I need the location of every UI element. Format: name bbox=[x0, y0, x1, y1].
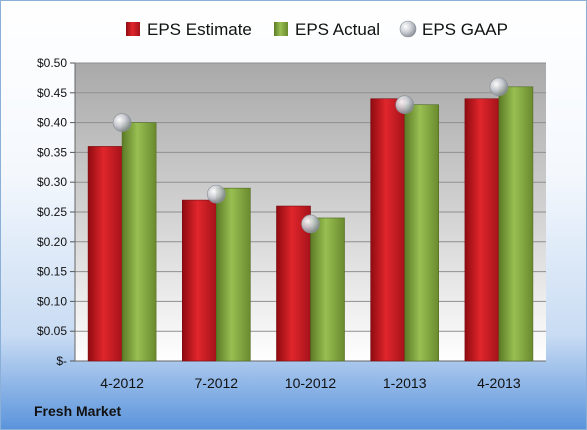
bar-eps-estimate bbox=[182, 199, 217, 362]
bar-eps-estimate bbox=[87, 146, 123, 362]
point-eps-gaap bbox=[112, 113, 132, 132]
point-eps-gaap bbox=[395, 95, 415, 115]
y-tick-label: $0.05 bbox=[37, 324, 67, 338]
y-tick-label: $- bbox=[56, 354, 67, 368]
bar-eps-estimate bbox=[464, 98, 500, 362]
y-tick-label: $0.30 bbox=[37, 175, 67, 189]
y-tick-label: $0.15 bbox=[37, 265, 67, 279]
x-tick-label: 1-2013 bbox=[383, 375, 427, 391]
y-tick-label: $0.45 bbox=[37, 86, 67, 100]
point-eps-gaap bbox=[207, 184, 226, 204]
point-eps-gaap bbox=[489, 77, 509, 97]
legend-label: EPS GAAP bbox=[422, 20, 508, 39]
x-tick-label: 4-2013 bbox=[477, 375, 521, 391]
bar-eps-actual bbox=[216, 187, 251, 362]
company-name: Fresh Market bbox=[34, 403, 122, 419]
y-tick-label: $0.50 bbox=[37, 56, 67, 70]
y-tick-label: $0.35 bbox=[37, 145, 67, 159]
eps-chart: $- $0.05 $0.10 $0.15 $0.20 $0.25 $0.30 $0.35 $0.… bbox=[37, 20, 546, 391]
x-tick-label: 7-2012 bbox=[195, 375, 239, 391]
legend-label: EPS Estimate bbox=[147, 20, 252, 39]
bar-eps-estimate bbox=[370, 98, 406, 362]
bar-eps-actual bbox=[121, 122, 157, 362]
legend-label: EPS Actual bbox=[295, 20, 380, 39]
bar-eps-actual bbox=[310, 217, 345, 362]
bar-eps-actual bbox=[498, 86, 534, 362]
point-eps-gaap bbox=[301, 214, 320, 234]
y-tick-label: $0.25 bbox=[37, 205, 67, 219]
x-tick-label: 10-2012 bbox=[285, 375, 337, 391]
bar-eps-actual bbox=[404, 104, 440, 362]
y-tick-label: $0.10 bbox=[37, 294, 67, 308]
x-tick-label: 4-2012 bbox=[100, 375, 144, 391]
y-tick-label: $0.20 bbox=[37, 235, 67, 249]
legend-swatch-eps-estimate bbox=[126, 22, 140, 36]
legend-swatch-eps-actual bbox=[274, 22, 288, 36]
legend-swatch-eps-gaap bbox=[399, 20, 417, 38]
y-tick-label: $0.40 bbox=[37, 116, 67, 130]
